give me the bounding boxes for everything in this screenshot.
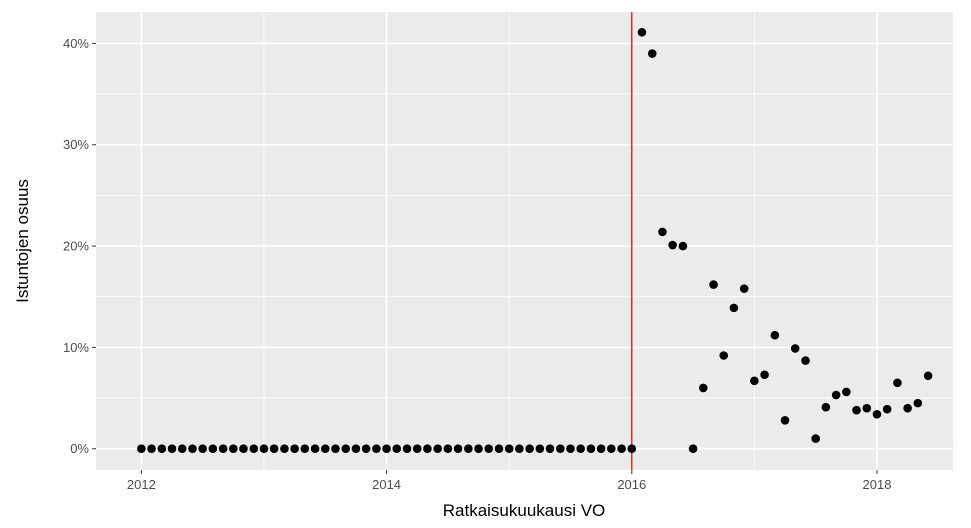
x-axis-title: Ratkaisukuukausi VO [443,501,606,520]
plot-panel [96,12,953,470]
data-point [607,444,616,454]
data-point [423,444,432,454]
y-tick-label: 30% [63,137,89,152]
data-point [719,351,729,360]
data-point [320,444,330,454]
data-point [453,444,463,454]
data-point [504,444,514,454]
y-tick-label: 10% [63,340,89,355]
data-point [627,444,637,454]
data-point [290,444,299,454]
data-point [494,444,504,454]
data-point [372,444,381,454]
data-point [709,280,718,289]
data-point [157,444,167,454]
data-point [698,383,708,393]
data-point [556,444,565,454]
data-point [208,444,218,454]
data-point [412,444,422,454]
data-point [300,444,310,454]
data-point [269,444,279,454]
data-point [392,444,402,454]
data-point [535,444,545,454]
data-point [177,444,187,454]
data-point [596,444,606,454]
data-point [903,403,912,413]
data-point [688,444,698,454]
y-axis-title: Istuntojen osuus [13,179,32,303]
data-point [923,371,933,381]
data-point [229,444,238,454]
data-point [576,444,585,454]
data-point [484,444,493,454]
data-point [198,444,207,454]
data-point [545,444,555,454]
x-tick-label: 2018 [863,477,892,492]
data-point [280,444,289,454]
data-point [147,444,156,454]
data-point [167,444,177,454]
data-point [249,444,259,454]
data-point [137,444,146,454]
x-tick-label: 2014 [372,477,401,492]
data-point [862,403,872,413]
data-point [331,444,340,454]
data-point [882,404,892,414]
data-point [341,444,351,454]
data-point [586,444,596,454]
data-point [525,444,534,454]
grid-lines [96,12,953,470]
data-points [137,27,933,454]
data-point [647,49,657,58]
y-tick-label: 0% [70,441,89,456]
data-point [852,405,861,415]
data-point [382,444,391,454]
data-point [780,416,790,425]
data-point [566,444,575,454]
data-point [361,444,371,454]
data-point [678,241,688,251]
data-point [842,387,851,397]
data-point [658,227,667,237]
data-point [433,444,442,454]
data-point [729,303,739,313]
data-point [668,240,677,250]
data-point [760,370,769,380]
data-point [637,27,647,37]
data-point [790,344,800,353]
data-point [351,444,361,454]
data-point [739,284,749,293]
data-point [188,444,197,454]
data-point [218,444,228,454]
data-point [474,444,483,454]
x-axis-ticks: 2012 2014 2016 2018 [127,470,892,492]
x-tick-label: 2012 [127,477,156,492]
data-point [443,444,453,454]
data-point [872,409,882,419]
data-point [617,444,626,454]
data-point [310,444,320,454]
data-point [770,330,780,340]
data-point [893,378,902,388]
y-axis-ticks: 0% 10% 20% 30% 40% [63,36,96,456]
data-point [464,444,473,454]
data-point [402,444,412,454]
data-point [750,376,759,386]
y-tick-label: 20% [63,239,89,254]
x-tick-label: 2016 [617,477,646,492]
data-point [801,356,810,365]
data-point [831,390,841,400]
data-point [239,444,248,454]
data-point [821,402,831,412]
data-point [259,444,269,454]
y-tick-label: 40% [63,36,89,51]
data-point [811,434,820,443]
data-point [515,444,524,454]
data-point [913,398,923,408]
